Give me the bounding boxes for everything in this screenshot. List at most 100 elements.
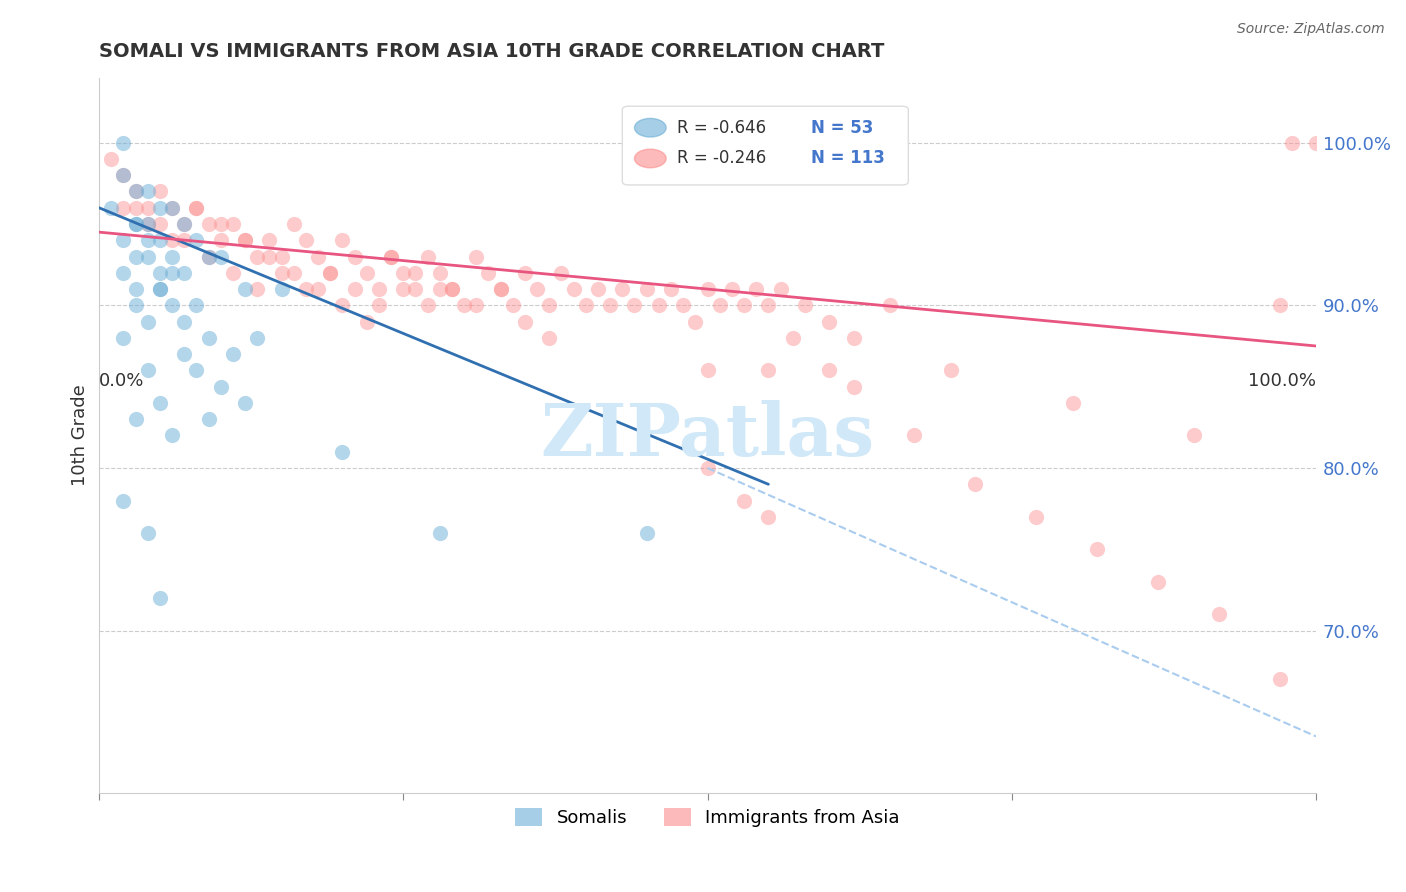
Point: [233, 282, 256, 296]
Point: [440, 282, 463, 296]
Point: [209, 233, 232, 247]
Point: [136, 217, 159, 231]
Point: [429, 266, 451, 280]
Point: [818, 363, 841, 377]
Point: [696, 282, 718, 296]
Point: [392, 282, 415, 296]
Point: [136, 185, 159, 199]
Point: [124, 412, 146, 426]
Point: [233, 233, 256, 247]
Point: [513, 266, 536, 280]
Point: [259, 233, 281, 247]
Point: [209, 379, 232, 393]
Point: [259, 250, 281, 264]
Point: [197, 250, 219, 264]
Point: [404, 282, 426, 296]
Text: R = -0.646: R = -0.646: [678, 119, 766, 136]
Point: [149, 185, 172, 199]
Point: [538, 331, 561, 345]
Point: [186, 298, 208, 312]
Point: [222, 347, 245, 361]
Point: [160, 201, 183, 215]
Point: [793, 298, 815, 312]
Point: [149, 201, 172, 215]
Point: [599, 298, 621, 312]
Point: [756, 509, 779, 524]
Point: [623, 298, 645, 312]
Point: [939, 363, 962, 377]
FancyBboxPatch shape: [623, 106, 908, 185]
Point: [233, 396, 256, 410]
Point: [745, 282, 768, 296]
Point: [149, 266, 172, 280]
Point: [197, 412, 219, 426]
Point: [186, 201, 208, 215]
Point: [343, 250, 366, 264]
Point: [562, 282, 585, 296]
Point: [879, 298, 901, 312]
Point: [1182, 428, 1205, 442]
Point: [149, 282, 172, 296]
Point: [173, 217, 195, 231]
Circle shape: [634, 149, 666, 168]
Point: [709, 298, 731, 312]
Point: [246, 282, 269, 296]
Point: [477, 266, 499, 280]
Point: [173, 266, 195, 280]
Text: N = 113: N = 113: [811, 150, 884, 168]
Point: [112, 493, 135, 508]
Point: [696, 461, 718, 475]
Point: [160, 428, 183, 442]
Point: [197, 217, 219, 231]
Point: [429, 282, 451, 296]
Point: [209, 250, 232, 264]
Point: [465, 250, 488, 264]
Text: R = -0.246: R = -0.246: [678, 150, 766, 168]
Point: [538, 298, 561, 312]
Point: [416, 250, 439, 264]
Point: [965, 477, 987, 491]
Point: [100, 152, 122, 166]
Point: [513, 315, 536, 329]
Point: [769, 282, 792, 296]
Point: [612, 282, 634, 296]
Point: [903, 428, 925, 442]
Point: [149, 217, 172, 231]
Point: [367, 282, 389, 296]
Point: [136, 217, 159, 231]
Point: [112, 266, 135, 280]
Point: [160, 250, 183, 264]
Point: [124, 217, 146, 231]
Point: [319, 266, 342, 280]
Text: N = 53: N = 53: [811, 119, 873, 136]
Point: [136, 201, 159, 215]
Point: [124, 201, 146, 215]
Point: [356, 315, 378, 329]
Point: [392, 266, 415, 280]
Point: [124, 282, 146, 296]
Point: [575, 298, 598, 312]
Point: [1268, 298, 1291, 312]
Point: [733, 298, 755, 312]
Point: [332, 444, 354, 458]
Point: [453, 298, 475, 312]
Point: [112, 233, 135, 247]
Point: [270, 250, 292, 264]
Point: [550, 266, 572, 280]
Point: [283, 266, 305, 280]
Point: [1062, 396, 1084, 410]
Point: [100, 201, 122, 215]
Point: [136, 250, 159, 264]
Point: [173, 217, 195, 231]
Text: 0.0%: 0.0%: [98, 373, 145, 391]
Point: [124, 298, 146, 312]
Point: [756, 298, 779, 312]
Point: [283, 217, 305, 231]
Point: [648, 298, 671, 312]
Point: [429, 526, 451, 541]
Point: [160, 298, 183, 312]
Point: [526, 282, 548, 296]
Point: [1025, 509, 1047, 524]
Point: [246, 331, 269, 345]
Point: [636, 526, 658, 541]
